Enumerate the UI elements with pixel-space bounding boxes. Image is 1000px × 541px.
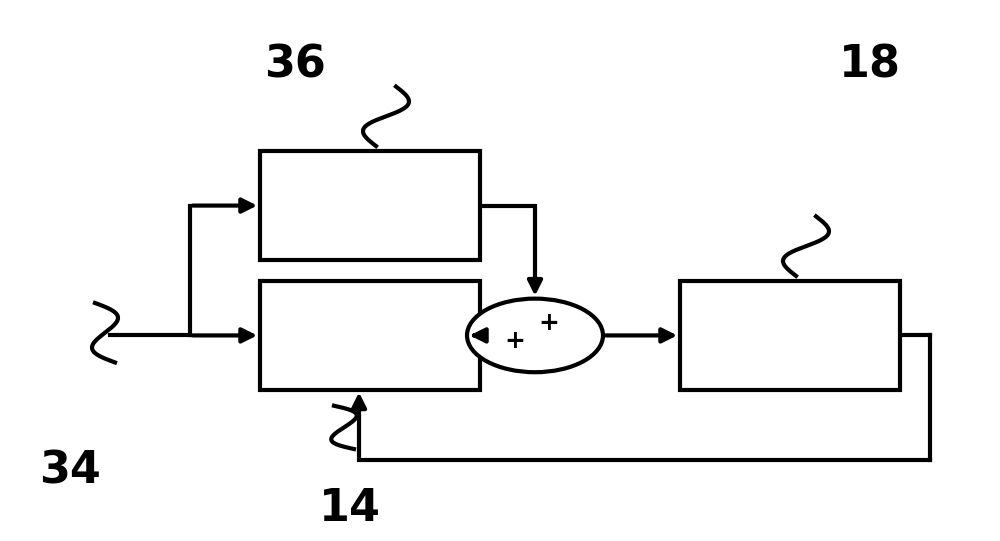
Text: 36: 36 bbox=[264, 43, 326, 87]
Text: 34: 34 bbox=[39, 449, 101, 492]
Bar bbox=[260, 151, 480, 260]
Text: +: + bbox=[538, 311, 559, 334]
Bar bbox=[260, 281, 480, 390]
Text: 18: 18 bbox=[839, 43, 901, 87]
Text: +: + bbox=[504, 329, 525, 353]
Text: 14: 14 bbox=[319, 487, 381, 530]
Circle shape bbox=[467, 299, 603, 372]
Bar bbox=[680, 281, 900, 390]
